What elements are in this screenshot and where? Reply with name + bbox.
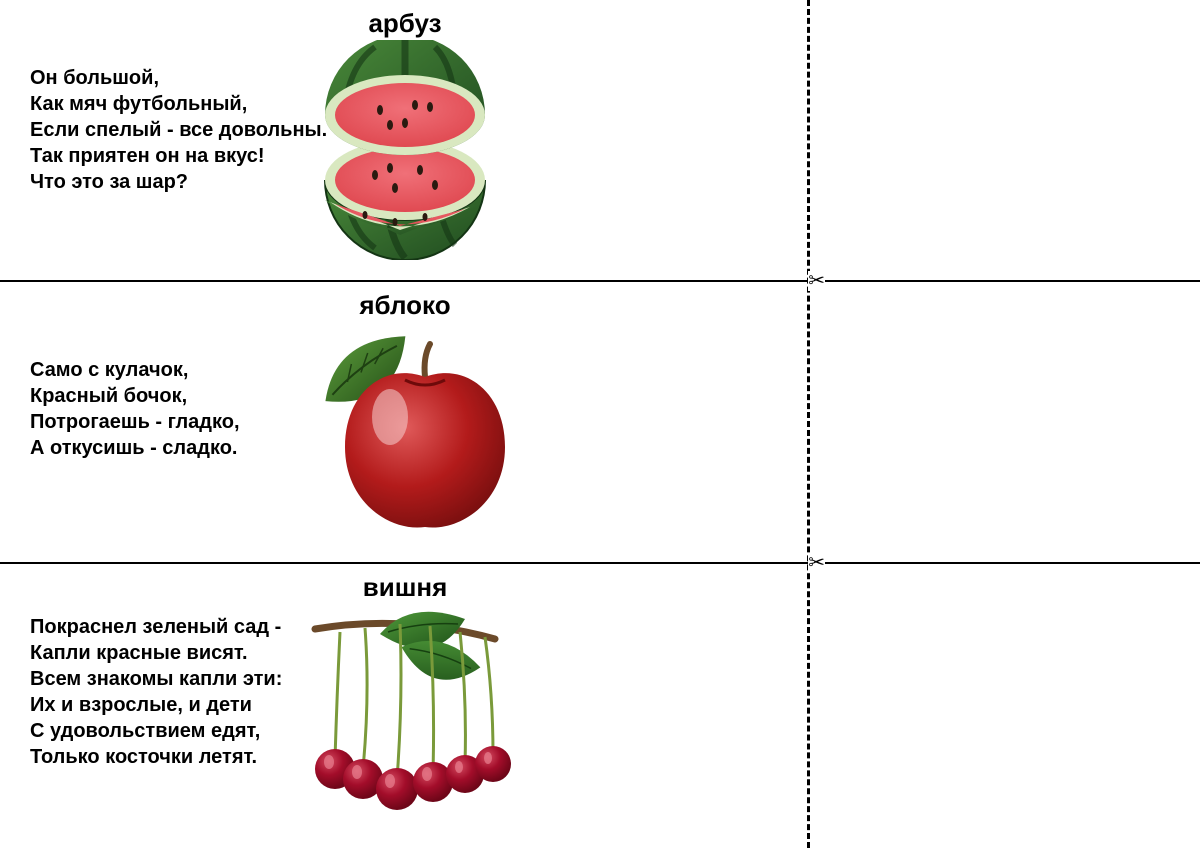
riddle-text: Он большой, Как мяч футбольный, Если спе… <box>30 65 327 195</box>
card-title: арбуз <box>0 0 810 39</box>
riddle-text: Само с кулачок, Красный бочок, Потрогаеш… <box>30 357 240 461</box>
riddle-text: Покраснел зеленый сад - Капли красные ви… <box>30 614 282 770</box>
card-title: вишня <box>0 564 810 603</box>
card-apple: яблоко Само с кулачок, Красный бочок, По… <box>0 282 1200 562</box>
card-watermelon: арбуз Он большой, Как мяч футбольный, Ес… <box>0 0 1200 280</box>
card-cherry: вишня Покраснел зеленый сад - Капли крас… <box>0 564 1200 848</box>
card-title: яблоко <box>0 282 810 321</box>
